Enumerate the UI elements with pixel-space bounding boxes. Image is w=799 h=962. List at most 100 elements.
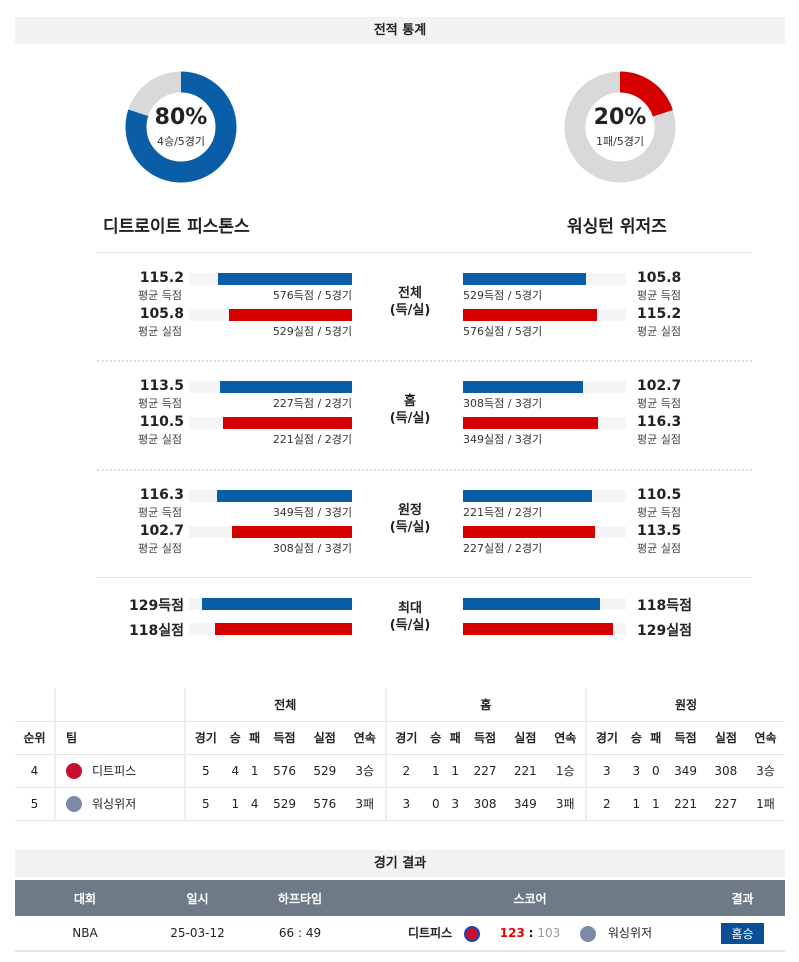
stat-cell: 3 xyxy=(585,754,627,788)
right-bar xyxy=(463,526,596,538)
home-team: 디트피스 xyxy=(407,926,453,941)
right-label: 평균 득점 xyxy=(637,397,681,410)
section-label: 최대 (득/실) xyxy=(370,600,450,634)
right-value: 102.7 xyxy=(637,378,682,394)
stat-cell: 1 xyxy=(225,787,245,821)
donut-fill xyxy=(125,71,237,183)
standings-row[interactable]: 5 워싱위저 5 1 4 529 576 3패 3 0 3 308 349 3패 2 1 1 221 227 1패 xyxy=(15,787,785,821)
section-label: 홈 (득/실) xyxy=(370,393,450,427)
section-label: 원정 (득/실) xyxy=(370,502,450,536)
stat-cell: 5 xyxy=(184,787,226,821)
divider xyxy=(97,577,752,578)
col-result: 결과 xyxy=(700,880,785,916)
stat-cell: 2 xyxy=(585,787,627,821)
stat-cell: 576 xyxy=(304,787,345,821)
stat-cell: 1 xyxy=(245,754,265,788)
left-caption: 576득점 / 5경기 xyxy=(272,289,352,302)
wizards-logo-icon xyxy=(580,925,597,942)
right-bar-track xyxy=(463,490,626,502)
col-rank: 순위 xyxy=(15,721,55,755)
stat-cell: 529 xyxy=(304,754,345,788)
right-value: 118득점 xyxy=(637,598,692,614)
left-value: 110.5 xyxy=(139,414,184,430)
group-all: 전체 xyxy=(184,688,386,722)
right-caption: 221득점 / 2경기 xyxy=(463,506,543,519)
left-bar-track xyxy=(189,273,352,285)
right-label: 평균 실점 xyxy=(637,542,681,555)
col-team: 팀 xyxy=(54,721,185,755)
team-name: 디트피스 xyxy=(92,763,137,778)
left-bar-track xyxy=(189,309,352,321)
left-label: 평균 실점 xyxy=(138,325,182,338)
right-caption: 349실점 / 3경기 xyxy=(463,433,543,446)
left-value: 115.2 xyxy=(139,270,184,286)
stat-cell: 529 xyxy=(264,787,305,821)
result-badge: 홈승 xyxy=(721,922,764,944)
left-bar-track xyxy=(189,381,352,393)
left-value: 116.3 xyxy=(139,487,184,503)
right-win-donut: 20% 1패/5경기 xyxy=(564,71,676,183)
right-caption: 308득점 / 3경기 xyxy=(463,397,543,410)
left-value: 118실점 xyxy=(129,623,184,639)
col-5: 연속 xyxy=(746,721,785,755)
left-bar-track xyxy=(189,598,352,610)
right-label: 평균 실점 xyxy=(637,325,681,338)
right-bar xyxy=(463,417,599,429)
right-bar xyxy=(463,598,601,610)
left-bar-track xyxy=(189,490,352,502)
col-0: 경기 xyxy=(384,721,427,755)
date: 25-03-12 xyxy=(155,916,240,952)
home-score: 123 xyxy=(499,926,525,941)
stat-cell: 4 xyxy=(225,754,245,788)
stat-cell: 5 xyxy=(184,754,226,788)
section-label-2: (득/실) xyxy=(389,411,431,426)
stat-cell: 3승 xyxy=(344,754,386,788)
left-bar xyxy=(228,309,352,321)
results-title: 경기 결과 xyxy=(15,850,785,877)
results-table: 대회 일시 하프타임 스코어 결과 NBA 25-03-12 66 : 49 디… xyxy=(15,880,785,952)
section-label-2: (득/실) xyxy=(389,303,431,318)
right-caption: 576실점 / 5경기 xyxy=(463,325,543,338)
right-value: 116.3 xyxy=(637,414,682,430)
section-label-1: 전체 xyxy=(398,286,422,301)
section-label-2: (득/실) xyxy=(389,618,431,633)
right-caption: 529득점 / 5경기 xyxy=(463,289,543,302)
stat-cell: 308 xyxy=(464,787,506,821)
right-bar xyxy=(463,623,614,635)
standings-row[interactable]: 4 디트피스 5 4 1 576 529 3승 2 1 1 227 221 1승 3 3 0 349 308 3승 xyxy=(15,754,785,788)
stat-cell: 1패 xyxy=(746,787,785,821)
result-row[interactable]: NBA 25-03-12 66 : 49 디트피스 123 : 103 워싱위저… xyxy=(15,916,785,952)
right-bar xyxy=(463,381,583,393)
left-label: 평균 실점 xyxy=(138,433,182,446)
right-bar-track xyxy=(463,273,626,285)
stat-cell: 227 xyxy=(705,787,746,821)
col-date: 일시 xyxy=(155,880,240,916)
col-3: 득점 xyxy=(464,721,506,755)
rank: 4 xyxy=(15,754,55,788)
right-bar-track xyxy=(463,309,626,321)
stat-cell: 3승 xyxy=(746,754,785,788)
stat-cell: 3 xyxy=(445,787,465,821)
team-logo-icon xyxy=(66,763,82,780)
score: 디트피스 123 : 103 워싱위저 xyxy=(360,916,700,952)
col-half: 하프타임 xyxy=(240,880,360,916)
left-bar xyxy=(223,417,352,429)
stat-cell: 0 xyxy=(426,787,446,821)
col-1: 승 xyxy=(426,721,446,755)
stat-cell: 576 xyxy=(264,754,305,788)
left-caption: 227득점 / 2경기 xyxy=(272,397,352,410)
section-label-1: 홈 xyxy=(404,394,416,409)
col-4: 실점 xyxy=(505,721,546,755)
team-cell: 워싱위저 xyxy=(54,787,185,821)
left-bar xyxy=(216,490,352,502)
left-value: 102.7 xyxy=(139,523,184,539)
left-label: 평균 득점 xyxy=(138,289,182,302)
standings-table: 전체 홈 원정 순위 팀 경기 승 패 득점 실점 연속 경기 승 패 득점 실점 연속 경기 승 패 득점 실점 연… xyxy=(15,688,785,821)
left-caption: 529실점 / 5경기 xyxy=(272,325,352,338)
right-bar-track xyxy=(463,623,626,635)
right-value: 115.2 xyxy=(637,306,682,322)
left-team-name: 디트로이트 피스톤스 xyxy=(103,217,250,237)
col-1: 승 xyxy=(626,721,647,755)
score-sep: : xyxy=(528,926,534,941)
stat-cell: 1 xyxy=(626,787,647,821)
